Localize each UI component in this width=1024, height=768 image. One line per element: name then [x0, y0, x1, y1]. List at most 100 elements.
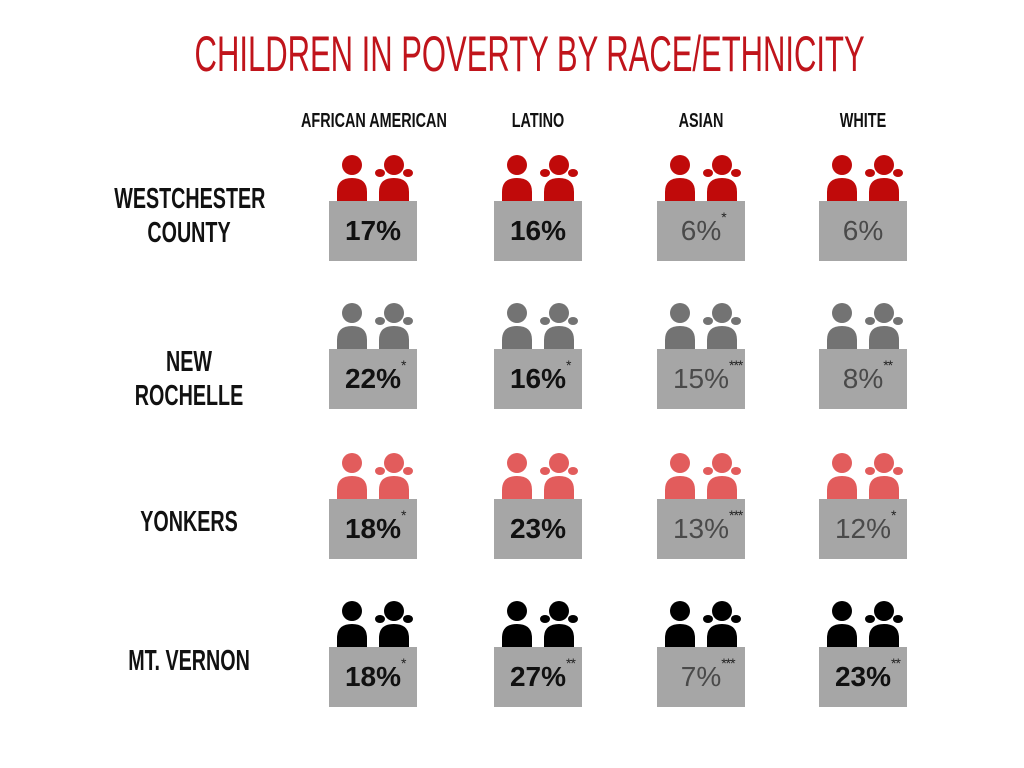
percent-text: 16%	[509, 215, 567, 246]
footnote-marker: **	[883, 357, 893, 373]
percent-text: 6%	[680, 215, 722, 246]
children-icon	[665, 453, 741, 502]
children-icon	[827, 155, 903, 204]
chart-title: CHILDREN IN POVERTY BY RACE/ETHNICITY	[194, 26, 865, 82]
footnote-marker: *	[891, 507, 897, 523]
percent-text: 27%	[509, 661, 567, 692]
footnote-marker: **	[891, 655, 901, 671]
data-cell: 16% *	[494, 302, 584, 414]
data-cell: 6% *	[657, 154, 747, 266]
footnote-marker: *	[401, 507, 407, 523]
value-box: 23% **	[819, 647, 907, 707]
value-box: 23%	[494, 499, 582, 559]
footnote-marker: *	[566, 357, 572, 373]
children-icon	[665, 303, 741, 352]
value-box: 27% **	[494, 647, 582, 707]
children-icon	[502, 453, 578, 502]
percent-value: 16%	[510, 215, 566, 247]
children-icon	[502, 601, 578, 650]
children-icon	[337, 155, 413, 204]
footnote-marker: ***	[729, 507, 743, 523]
row-label: MT. VERNON	[128, 645, 250, 677]
data-cell: 23%	[494, 452, 584, 564]
children-icon	[827, 601, 903, 650]
data-cell: 17%	[329, 154, 419, 266]
footnote-marker: *	[401, 357, 407, 373]
value-box: 15% ***	[657, 349, 745, 409]
value-box: 18% *	[329, 499, 417, 559]
children-icon	[337, 601, 413, 650]
data-cell: 18% *	[329, 600, 419, 712]
value-box: 7% ***	[657, 647, 745, 707]
data-cell: 8% **	[819, 302, 909, 414]
percent-text: 8%	[842, 363, 884, 394]
footnote-marker: *	[721, 209, 727, 225]
children-icon	[827, 453, 903, 502]
column-header: WHITE	[839, 110, 887, 132]
value-box: 16% *	[494, 349, 582, 409]
percent-value: 22% *	[344, 357, 407, 395]
column-header: LATINO	[511, 110, 565, 132]
children-icon	[827, 303, 903, 352]
percent-value: 23% **	[834, 655, 901, 693]
percent-text: 22%	[344, 363, 402, 394]
percent-text: 12%	[834, 513, 892, 544]
children-icon	[502, 155, 578, 204]
percent-value: 18% *	[344, 655, 407, 693]
percent-value: 6%	[843, 215, 883, 247]
value-box: 17%	[329, 201, 417, 261]
percent-text: 6%	[842, 215, 884, 246]
value-box: 13% ***	[657, 499, 745, 559]
footnote-marker: **	[566, 655, 576, 671]
percent-value: 12% *	[834, 507, 897, 545]
children-icon	[665, 601, 741, 650]
column-header: AFRICAN AMERICAN	[301, 110, 447, 132]
value-box: 6% *	[657, 201, 745, 261]
footnote-marker: ***	[729, 357, 743, 373]
percent-value: 8% **	[842, 357, 893, 395]
children-icon	[502, 303, 578, 352]
data-cell: 7% ***	[657, 600, 747, 712]
value-box: 22% *	[329, 349, 417, 409]
data-cell: 16%	[494, 154, 584, 266]
data-cell: 6%	[819, 154, 909, 266]
data-cell: 13% ***	[657, 452, 747, 564]
data-cell: 23% **	[819, 600, 909, 712]
row-label: NEW ROCHELLE	[134, 346, 244, 412]
percent-value: 17%	[345, 215, 401, 247]
percent-text: 17%	[344, 215, 402, 246]
value-box: 12% *	[819, 499, 907, 559]
percent-text: 16%	[509, 363, 567, 394]
percent-text: 13%	[672, 513, 730, 544]
percent-value: 15% ***	[673, 357, 743, 395]
percent-text: 7%	[680, 661, 722, 692]
value-box: 8% **	[819, 349, 907, 409]
value-box: 18% *	[329, 647, 417, 707]
percent-value: 13% ***	[672, 507, 743, 545]
children-icon	[337, 303, 413, 352]
data-cell: 15% ***	[657, 302, 747, 414]
data-cell: 22% *	[329, 302, 419, 414]
data-cell: 12% *	[819, 452, 909, 564]
percent-value: 27% **	[509, 655, 576, 693]
percent-text: 18%	[344, 513, 402, 544]
percent-value: 16% *	[509, 357, 572, 395]
footnote-marker: ***	[721, 655, 735, 671]
percent-value: 6% *	[680, 209, 727, 247]
row-label: YONKERS	[140, 506, 238, 538]
percent-text: 23%	[834, 661, 892, 692]
value-box: 16%	[494, 201, 582, 261]
footnote-marker: *	[401, 655, 407, 671]
percent-value: 7% ***	[680, 655, 736, 693]
data-cell: 18% *	[329, 452, 419, 564]
column-header: ASIAN	[678, 110, 724, 132]
data-cell: 27% **	[494, 600, 584, 712]
percent-text: 18%	[344, 661, 402, 692]
percent-value: 23%	[510, 513, 566, 545]
percent-text: 23%	[509, 513, 567, 544]
percent-value: 18% *	[344, 507, 407, 545]
children-icon	[337, 453, 413, 502]
value-box: 6%	[819, 201, 907, 261]
row-label: WESTCHESTER COUNTY	[114, 183, 266, 249]
children-icon	[665, 155, 741, 204]
